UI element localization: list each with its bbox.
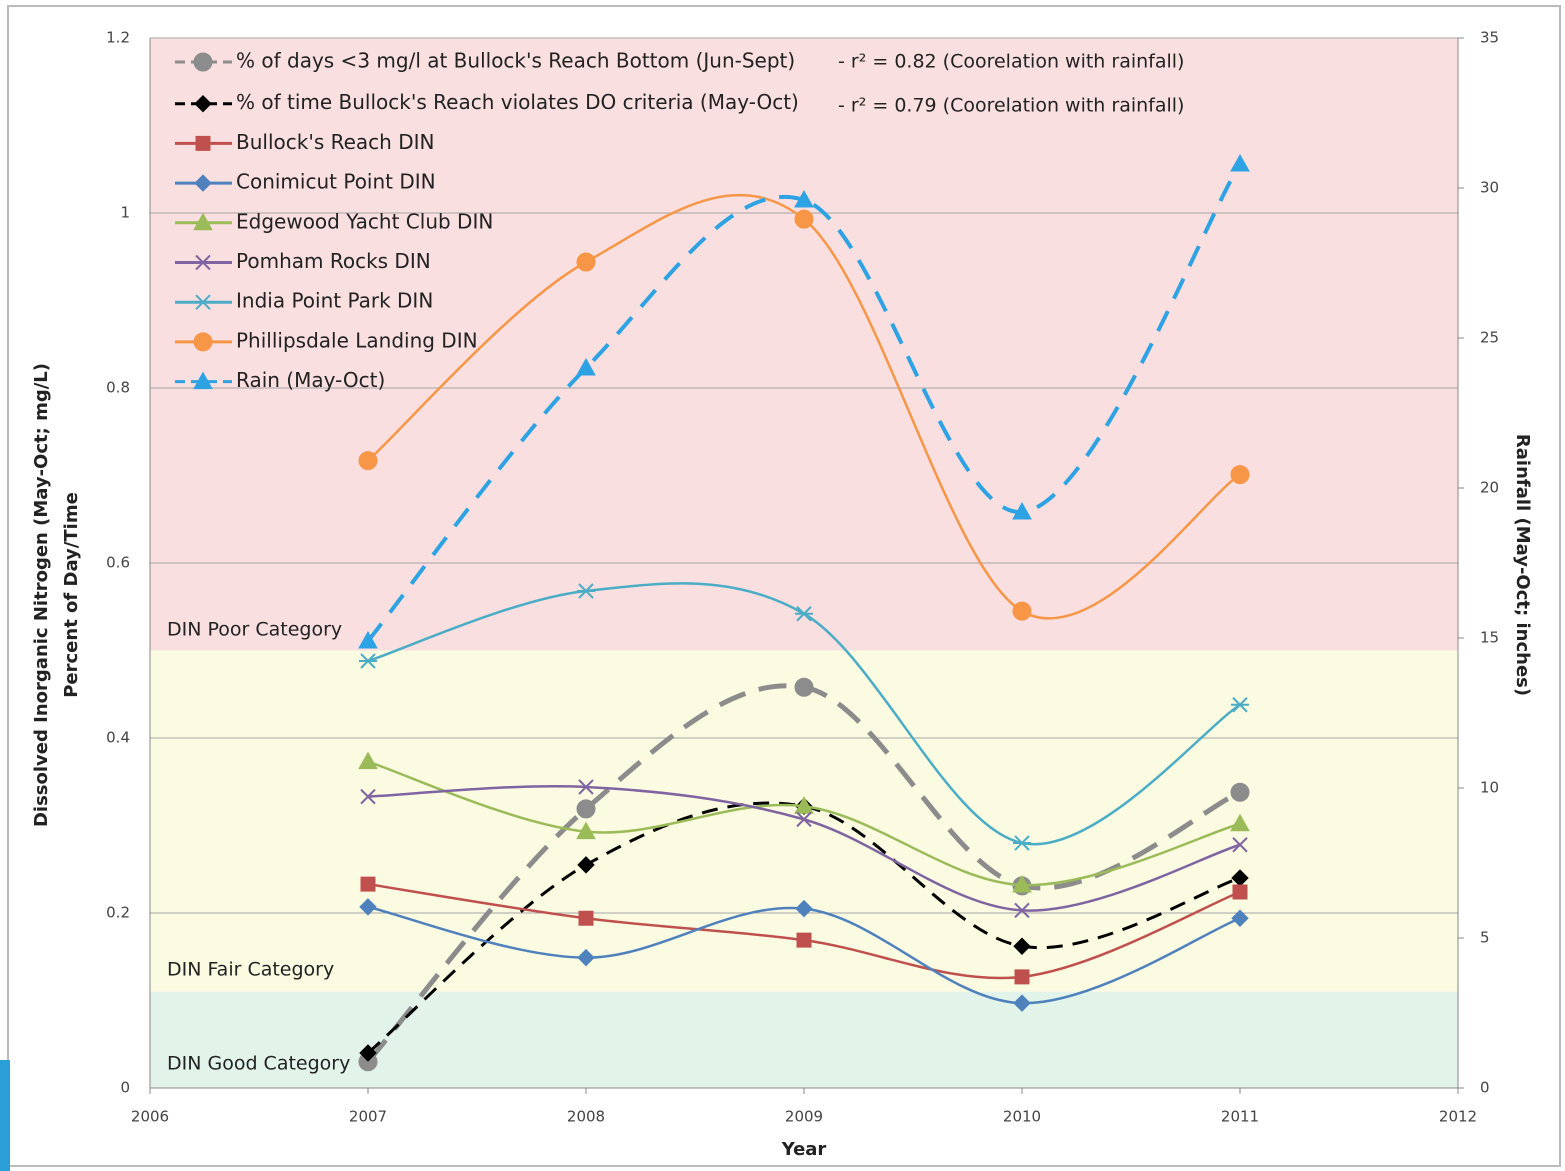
marker — [1012, 874, 1032, 893]
band-label: DIN Good Category — [167, 1053, 350, 1075]
y-tick-label: 0.2 — [106, 904, 130, 922]
marker — [193, 52, 213, 72]
legend-label: Edgewood Yacht Club DIN — [236, 209, 493, 233]
marker — [578, 779, 594, 795]
marker — [193, 212, 213, 231]
legend-label: Conimicut Point DIN — [236, 170, 436, 194]
marker — [193, 371, 213, 390]
marker — [1014, 902, 1030, 919]
marker — [359, 898, 377, 916]
marker — [578, 910, 594, 926]
legend-label: Rain (May-Oct) — [236, 368, 385, 392]
x-tick-label: 2007 — [349, 1108, 387, 1126]
band — [150, 38, 1458, 651]
y-tick-label: 0.8 — [106, 379, 130, 397]
legend-label: Phillipsdale Landing DIN — [236, 328, 478, 352]
marker — [577, 583, 595, 599]
marker — [796, 811, 812, 828]
y-axis-label: Percent of Day/Time — [61, 492, 82, 698]
legend-label: % of time Bullock's Reach violates DO cr… — [236, 90, 799, 114]
marker — [1232, 837, 1248, 853]
band-label: DIN Fair Category — [167, 959, 334, 981]
marker — [576, 357, 596, 376]
marker — [794, 796, 814, 814]
marker — [360, 788, 376, 805]
y-tick-label: 0 — [120, 1079, 130, 1097]
legend-label: Pomham Rocks DIN — [236, 249, 431, 273]
marker — [796, 932, 812, 948]
y-tick-label: 1 — [120, 204, 130, 222]
marker — [359, 653, 377, 669]
marker — [794, 677, 814, 697]
series-line — [367, 582, 1241, 846]
y-tick-label: 1.2 — [106, 29, 130, 47]
marker — [195, 254, 211, 271]
marker — [194, 174, 212, 192]
marker — [1012, 501, 1032, 520]
y2-axis-label: Rainfall (May-Oct; inches) — [1512, 434, 1533, 696]
y2-tick-label: 35 — [1480, 29, 1499, 47]
legend-label: India Point Park DIN — [236, 289, 433, 313]
marker — [359, 1044, 377, 1062]
marker — [576, 799, 596, 819]
marker — [194, 294, 212, 310]
y2-tick-label: 0 — [1480, 1079, 1490, 1097]
marker — [1014, 969, 1030, 985]
marker — [358, 630, 378, 649]
frame — [7, 5, 1561, 1167]
y2-tick-label: 20 — [1480, 479, 1499, 497]
marker — [1013, 937, 1031, 955]
marker — [576, 821, 596, 840]
annotation: - r² = 0.82 (Coorelation with rainfall) — [838, 51, 1184, 73]
marker — [795, 899, 813, 918]
y-axis-label: Dissolved Inorganic Nitrogen (May-Oct; m… — [31, 363, 52, 827]
marker — [577, 948, 595, 967]
x-tick-label: 2010 — [1003, 1108, 1041, 1126]
x-tick-label: 2011 — [1221, 1108, 1259, 1126]
legend-label: % of days <3 mg/l at Bullock's Reach Bot… — [236, 49, 795, 73]
x-tick-label: 2006 — [131, 1108, 169, 1126]
marker — [576, 252, 596, 272]
band — [150, 991, 1458, 1088]
series-line — [367, 193, 1241, 620]
x-tick-label: 2012 — [1439, 1108, 1477, 1126]
marker — [1230, 153, 1250, 172]
marker — [1013, 835, 1031, 851]
y2-tick-label: 25 — [1480, 329, 1499, 347]
marker — [360, 876, 376, 892]
marker — [1232, 884, 1248, 900]
marker — [577, 856, 595, 874]
marker — [1230, 782, 1250, 802]
marker — [194, 94, 212, 113]
y2-tick-label: 10 — [1480, 779, 1499, 797]
y-tick-label: 0.6 — [106, 554, 130, 572]
x-tick-label: 2009 — [785, 1108, 823, 1126]
marker — [358, 451, 378, 471]
marker — [195, 135, 211, 151]
marker — [794, 209, 814, 229]
marker — [1230, 813, 1250, 832]
annotation: - r² = 0.79 (Coorelation with rainfall) — [838, 95, 1184, 117]
y-tick-label: 0.4 — [106, 729, 130, 747]
x-axis-label: Year — [781, 1139, 827, 1160]
band-label: DIN Poor Category — [167, 619, 342, 641]
y2-tick-label: 15 — [1480, 629, 1499, 647]
marker — [795, 606, 813, 622]
marker — [1230, 465, 1250, 485]
legend-label: Bullock's Reach DIN — [236, 130, 434, 154]
decoration — [0, 1060, 10, 1171]
marker — [1013, 994, 1031, 1012]
series-line — [366, 162, 1242, 643]
marker — [1012, 601, 1032, 621]
marker — [1231, 909, 1249, 927]
marker — [794, 189, 814, 208]
y2-tick-label: 5 — [1480, 929, 1490, 947]
y2-tick-label: 30 — [1480, 179, 1499, 197]
marker — [358, 751, 378, 770]
x-tick-label: 2008 — [567, 1108, 605, 1126]
marker — [1231, 697, 1249, 713]
marker — [193, 332, 213, 352]
